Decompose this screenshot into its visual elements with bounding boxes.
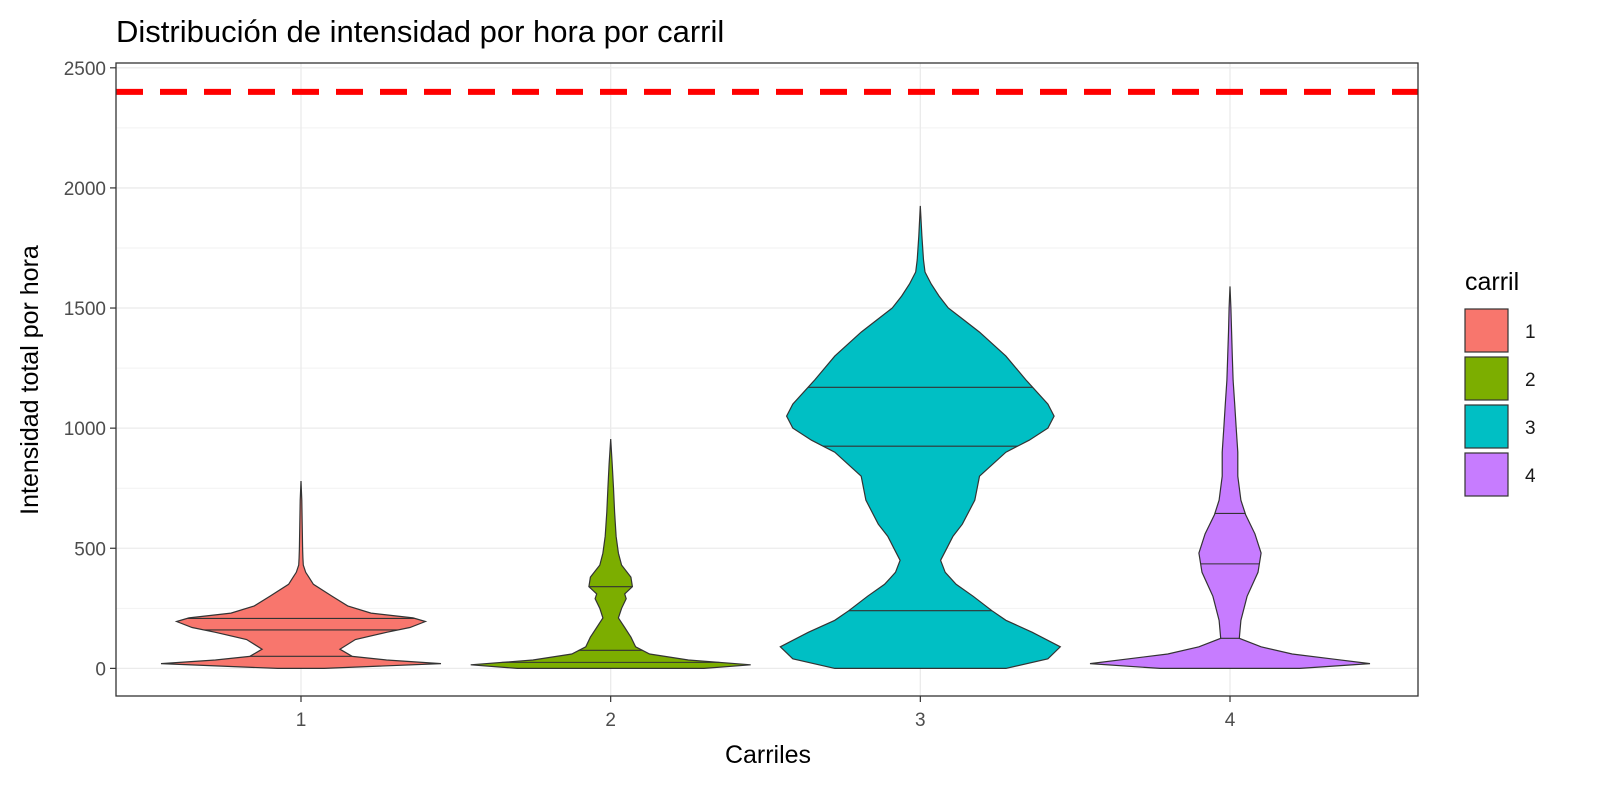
chart-title: Distribución de intensidad por hora por … [116,14,724,49]
x-tick-label: 1 [296,710,307,731]
y-tick-label: 2000 [64,179,106,200]
x-tick-label: 2 [605,710,616,731]
y-axis-title: Intensidad total por hora [16,245,44,515]
legend-key-1 [1464,308,1509,353]
legend-label: 1 [1525,322,1536,343]
y-tick-label: 1000 [64,419,106,440]
violin-carril-3 [779,205,1062,669]
legend-label: 3 [1525,418,1536,439]
y-tick-label: 0 [95,659,106,680]
x-axis-title: Carriles [725,741,811,769]
legend-key-3 [1464,404,1509,449]
plot-panel [115,62,1419,697]
y-tick-label: 2500 [64,59,106,80]
legend-key-4 [1464,452,1509,497]
x-tick-label: 3 [915,710,926,731]
legend-label: 4 [1525,466,1536,487]
violin-carril-1 [160,480,442,669]
violin-carril-2 [470,438,751,669]
legend-label: 2 [1525,370,1536,391]
y-tick-label: 500 [74,539,106,560]
x-tick-label: 4 [1225,710,1236,731]
panel-border [115,62,1419,697]
legend: carril 1 2 3 4 [1464,268,1536,497]
violin-carril-4 [1089,286,1371,669]
y-tick-label: 1500 [64,299,106,320]
legend-key-2 [1464,356,1509,401]
legend-title: carril [1465,268,1519,296]
